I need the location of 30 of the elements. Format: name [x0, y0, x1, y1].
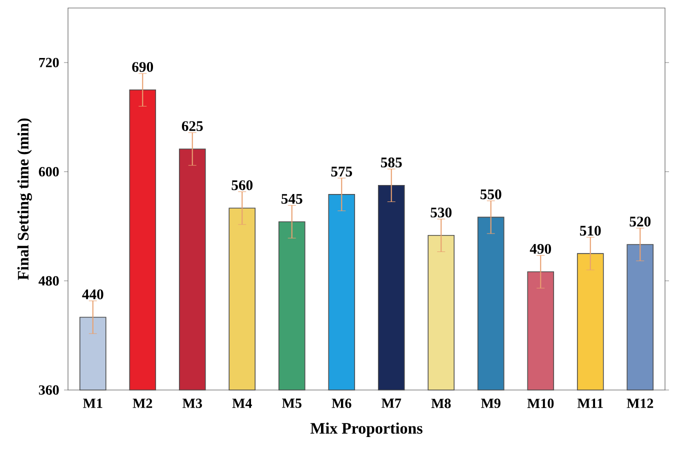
y-tick-label: 360 — [38, 385, 59, 395]
x-tick-label: M2 — [132, 398, 152, 408]
x-tick-label: M3 — [182, 398, 202, 408]
x-tick-label: M11 — [577, 398, 603, 408]
data-label: 545 — [282, 194, 302, 204]
x-tick-label: M6 — [332, 398, 352, 408]
data-label: 625 — [182, 121, 203, 132]
data-label: 440 — [82, 289, 104, 300]
x-tick-label: M9 — [481, 398, 500, 408]
y-tick-label: 600 — [38, 167, 59, 176]
data-label: 690 — [132, 62, 154, 72]
y-tick-label: 480 — [38, 276, 59, 286]
x-axis-title: Mix Proportions — [310, 422, 422, 437]
x-tick-label: M5 — [282, 398, 302, 408]
x-tick-label: M7 — [382, 398, 402, 408]
data-label: 560 — [232, 180, 253, 190]
data-label: 490 — [530, 244, 552, 254]
data-label: 575 — [331, 166, 352, 176]
data-label: 510 — [580, 226, 601, 236]
x-tick-label: M1 — [83, 398, 102, 408]
data-label: 530 — [430, 208, 452, 218]
x-tick-label: M4 — [232, 398, 252, 408]
y-axis-title: Final Setting time (min) — [17, 118, 32, 280]
x-tick-label: M8 — [431, 398, 451, 408]
y-tick-label: 720 — [39, 58, 59, 68]
data-label: 520 — [630, 216, 651, 227]
data-label: 550 — [480, 189, 502, 200]
x-tick-label: M12 — [626, 398, 654, 408]
x-tick-label: M10 — [527, 398, 554, 408]
data-label: 585 — [381, 158, 402, 168]
